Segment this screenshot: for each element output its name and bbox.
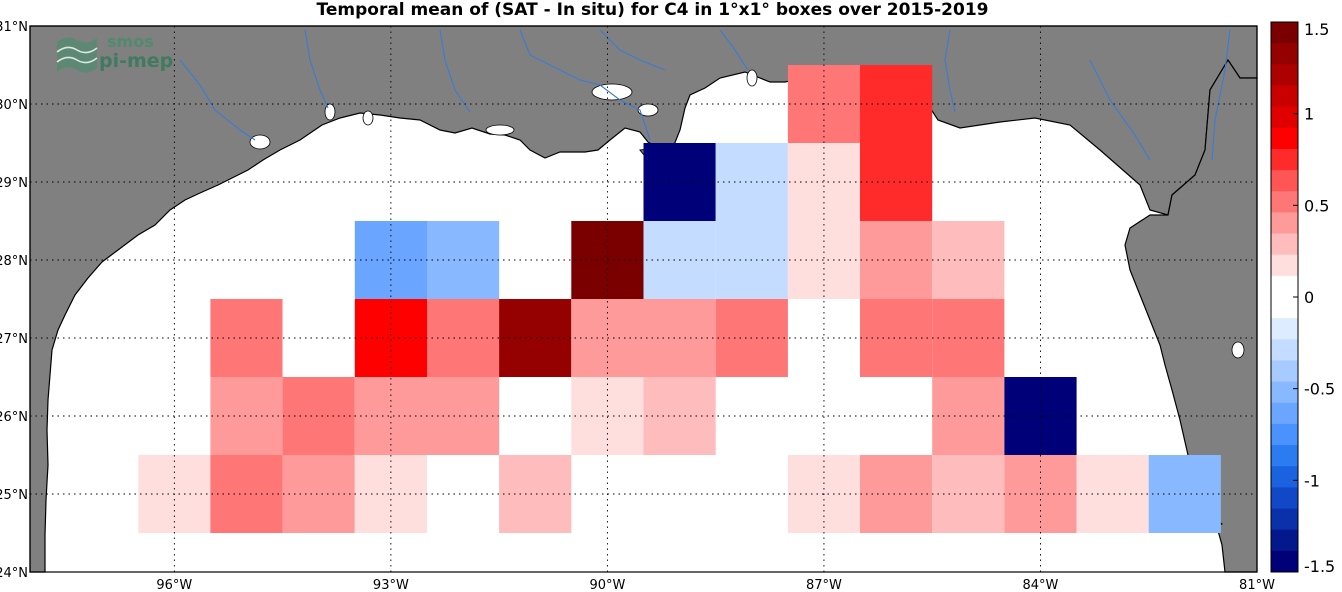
- chart-title: Temporal mean of (SAT - In situ) for C4 …: [316, 0, 989, 20]
- anomaly-cell: [210, 455, 283, 533]
- colorbar-swatch: [1271, 423, 1298, 446]
- colorbar-swatch: [1271, 275, 1298, 298]
- lake-calcasieu: [362, 110, 374, 126]
- logo-line2: pi-mep: [99, 50, 174, 72]
- anomaly-cell: [571, 299, 644, 377]
- anomaly-cell: [571, 377, 644, 455]
- river-layer: [179, 29, 1231, 161]
- river-st-johns: [1211, 29, 1231, 161]
- lake-borgne: [637, 103, 659, 117]
- colorbar-tick-labels: 1.5 1 0.5 0 -0.5 -1 -1.5: [1293, 20, 1335, 576]
- lat-tick-label: 26°N: [0, 410, 28, 425]
- colorbar: [1270, 21, 1299, 573]
- colorbar-swatch: [1271, 170, 1298, 192]
- colorbar-swatch: [1271, 212, 1298, 235]
- colorbar-swatch: [1271, 127, 1298, 150]
- colorbar-swatch: [1271, 233, 1298, 256]
- colorbar-swatch: [1271, 85, 1298, 108]
- colorbar-swatch: [1271, 254, 1298, 277]
- land-northern-coast: [29, 25, 1258, 573]
- bay-terrebonne: [485, 124, 515, 136]
- colorbar-swatch: [1271, 148, 1298, 171]
- colorbar-swatch: [1271, 550, 1298, 573]
- lon-tick-label: 90°W: [589, 578, 625, 592]
- river-sabine: [304, 29, 329, 109]
- lon-tick-label: 81°W: [1239, 578, 1275, 592]
- river-mississippi: [519, 29, 651, 141]
- colorbar-tick-label: 1.5: [1304, 20, 1329, 39]
- river-suwannee: [1089, 59, 1151, 161]
- colorbar-tick-label: -0.5: [1304, 380, 1335, 399]
- colorbar-tick-label: 0: [1304, 288, 1314, 307]
- plot-frame: [29, 25, 1258, 573]
- river-pearl: [599, 29, 666, 71]
- lat-tick-label: 31°N: [0, 20, 28, 35]
- colorbar-swatch: [1271, 297, 1298, 319]
- latitude-tick-labels: 24°N 25°N 26°N 27°N 28°N 29°N 30°N 31°N: [0, 20, 28, 581]
- colorbar-swatch: [1271, 43, 1298, 65]
- anomaly-cell: [571, 221, 644, 299]
- bay-galveston: [249, 134, 271, 150]
- colorbar-swatch: [1271, 529, 1298, 552]
- smos-pimep-logo: smos pi-mep: [55, 28, 195, 80]
- lat-tick-label: 30°N: [0, 98, 28, 113]
- anomaly-cell: [787, 221, 861, 299]
- colorbar-swatch: [1271, 445, 1298, 467]
- colorbar-tick-label: 0.5: [1304, 196, 1329, 215]
- lat-tick-label: 29°N: [0, 176, 28, 191]
- colorbar-swatch: [1271, 466, 1298, 488]
- lat-tick-label: 27°N: [0, 332, 28, 347]
- colorbar-swatch: [1271, 22, 1298, 44]
- lake-pontchartrain: [591, 83, 633, 101]
- anomaly-cells: [138, 65, 1221, 533]
- colorbar-tick-label: -1.5: [1304, 557, 1335, 576]
- colorbar-swatch: [1271, 360, 1298, 383]
- anomaly-cell: [210, 377, 283, 455]
- longitude-tick-labels: 96°W 93°W 90°W 87°W 84°W 81°W: [156, 578, 1275, 592]
- colorbar-swatch: [1271, 339, 1298, 361]
- anomaly-cell: [1148, 455, 1221, 533]
- lat-tick-label: 24°N: [0, 566, 28, 581]
- river-mobile: [719, 29, 749, 71]
- anomaly-cell: [787, 143, 861, 221]
- lon-tick-label: 96°W: [156, 578, 192, 592]
- colorbar-swatch: [1271, 106, 1298, 129]
- lat-tick-label: 25°N: [0, 488, 28, 503]
- colorbar-swatch: [1271, 64, 1298, 86]
- river-trinity: [179, 59, 256, 141]
- colorbar-swatch: [1271, 487, 1298, 510]
- colorbar-tick-label: 1: [1304, 105, 1314, 124]
- anomaly-cell: [210, 299, 283, 377]
- colorbar-swatch: [1271, 191, 1298, 213]
- logo-wave-icon: [56, 37, 98, 73]
- colorbar-swatch: [1271, 402, 1298, 425]
- colorbar-swatch: [1271, 508, 1298, 531]
- colorbar-swatch: [1271, 381, 1298, 404]
- logo-line1: smos: [107, 32, 154, 51]
- lon-tick-label: 84°W: [1023, 578, 1059, 592]
- lake-sabine: [324, 103, 336, 121]
- lat-tick-label: 28°N: [0, 254, 28, 269]
- bay-mobile: [746, 69, 758, 87]
- colorbar-tick-label: -1: [1304, 471, 1320, 490]
- lon-tick-label: 93°W: [373, 578, 409, 592]
- lake-okeechobee: [1231, 341, 1245, 359]
- lon-tick-label: 87°W: [806, 578, 842, 592]
- colorbar-swatch: [1271, 318, 1298, 340]
- river-apalachicola: [944, 29, 956, 113]
- river-atchafalaya: [439, 29, 471, 113]
